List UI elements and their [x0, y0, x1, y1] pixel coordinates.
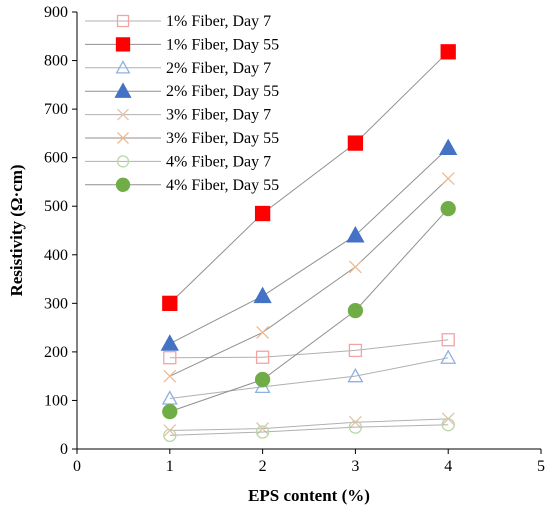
y-tick-label: 0: [60, 441, 68, 458]
data-point: [441, 333, 455, 347]
series-7: [163, 418, 455, 443]
data-point: [163, 428, 177, 443]
data-point: [254, 205, 271, 222]
legend-label: 2% Fiber, Day 55: [166, 83, 279, 100]
y-tick-label: 200: [44, 344, 68, 361]
series-line: [169, 357, 449, 399]
cross-stroke: [163, 369, 177, 383]
legend-item: 2% Fiber, Day 7: [85, 60, 271, 77]
data-point: [441, 418, 455, 432]
data-point: [439, 138, 458, 156]
series-line: [169, 208, 449, 413]
data-point: [163, 351, 177, 365]
legend-item: 1% Fiber, Day 55: [85, 36, 279, 53]
x-tick-label: 3: [351, 458, 359, 475]
y-axis-title: Resistivity (Ω·cm): [7, 164, 26, 296]
data-point: [254, 371, 271, 388]
data-point: [346, 225, 365, 243]
data-point: [160, 334, 179, 351]
x-tick-label: 1: [166, 458, 174, 475]
legend-marker: [115, 177, 131, 192]
legend-label: 4% Fiber, Day 7: [166, 153, 271, 170]
y-tick-label: 800: [44, 53, 68, 70]
legend-label: 1% Fiber, Day 7: [166, 13, 271, 30]
legend-item: 3% Fiber, Day 7: [85, 107, 271, 124]
data-point: [440, 200, 456, 217]
data-point: [440, 44, 456, 60]
y-tick-label: 600: [44, 150, 68, 167]
x-tick-label: 5: [537, 458, 545, 475]
series-2: [162, 44, 456, 311]
series-line: [169, 418, 449, 432]
y-tick-label: 900: [44, 4, 68, 21]
y-tick-label: 500: [44, 198, 68, 215]
legend-marker: [114, 82, 132, 98]
data-point: [163, 369, 177, 383]
legend-marker: [117, 108, 129, 121]
series-4: [160, 138, 458, 351]
x-axis-title: EPS content (%): [248, 486, 370, 505]
y-tick-label: 700: [44, 101, 68, 118]
cross-stroke: [256, 326, 270, 339]
series-layer: [160, 44, 458, 443]
cross-stroke: [348, 260, 362, 274]
legend-marker: [117, 132, 129, 144]
axes-layer: 0 100 200 300 400 500 600 700 800 900 0 1 2 3 4 5: [44, 4, 545, 475]
legend-label: 4% Fiber, Day 55: [166, 177, 279, 194]
x-tick-label: 4: [444, 458, 452, 475]
cross-stroke: [441, 172, 455, 186]
cross-stroke: [348, 415, 362, 429]
data-point: [348, 415, 362, 429]
data-point: [163, 424, 177, 438]
data-point: [348, 343, 363, 358]
legend-marker: [115, 60, 131, 74]
series-1: [163, 333, 455, 365]
legend-marker: [115, 37, 131, 52]
cross-stroke: [163, 424, 177, 438]
data-point: [256, 326, 270, 339]
data-point: [347, 135, 364, 151]
legend-label: 3% Fiber, Day 55: [166, 130, 279, 147]
series-line: [169, 178, 449, 377]
legend-marker: [116, 14, 130, 28]
data-point: [255, 350, 270, 364]
y-tick-label: 300: [44, 295, 68, 312]
legend-item: 4% Fiber, Day 55: [85, 177, 279, 194]
y-tick-label: 400: [44, 247, 68, 264]
legend-item: 4% Fiber, Day 7: [85, 153, 271, 170]
legend-label: 1% Fiber, Day 55: [166, 36, 279, 53]
legend-item: 3% Fiber, Day 55: [85, 130, 279, 147]
data-point: [441, 172, 455, 186]
data-point: [348, 420, 363, 434]
legend-item: 1% Fiber, Day 7: [85, 13, 271, 30]
legend-label: 3% Fiber, Day 7: [166, 107, 271, 124]
series-line: [169, 51, 449, 304]
series-line: [169, 424, 449, 436]
data-point: [440, 349, 457, 364]
data-point: [347, 302, 364, 319]
x-tick-label: 0: [73, 458, 81, 475]
series-line: [169, 339, 449, 359]
series-6: [163, 172, 455, 383]
data-point: [253, 286, 272, 304]
legend-item: 2% Fiber, Day 55: [85, 82, 279, 100]
legend-marker: [116, 155, 130, 168]
data-point: [162, 403, 178, 420]
data-point: [347, 367, 364, 383]
series-5: [163, 412, 455, 438]
cross-stroke: [117, 108, 129, 121]
series-line: [169, 147, 449, 345]
cross-stroke: [117, 132, 129, 144]
series-8: [162, 200, 456, 420]
data-point: [162, 295, 178, 311]
data-point: [348, 260, 362, 274]
legend: 1% Fiber, Day 7 1% Fiber, Day 55 2% Fiber,…: [85, 13, 279, 194]
y-tick-label: 100: [44, 392, 68, 409]
legend-label: 2% Fiber, Day 7: [166, 60, 271, 77]
x-tick-label: 2: [259, 458, 267, 475]
data-point: [255, 425, 270, 439]
